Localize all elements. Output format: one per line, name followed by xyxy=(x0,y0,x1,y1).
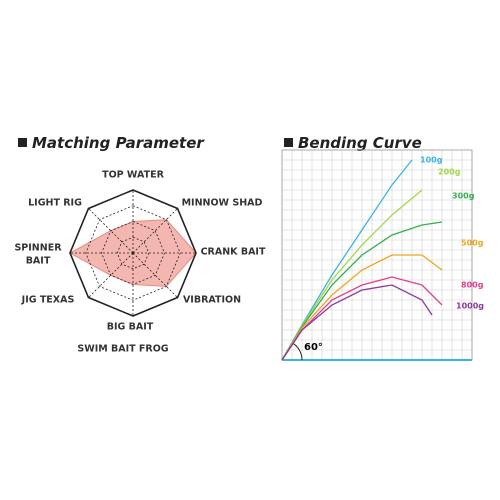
axis-label: JIG TEXAS xyxy=(21,295,75,306)
radar-ring xyxy=(101,221,165,285)
legend-label: 500g xyxy=(461,239,484,248)
legend-label: 200g xyxy=(438,168,461,177)
radar-axis xyxy=(88,208,134,254)
curve-title: Bending Curve xyxy=(298,134,422,152)
radar-axis xyxy=(132,208,178,254)
radar-axis xyxy=(88,252,134,298)
bend-curve xyxy=(281,254,443,361)
axis-label: LIGHT RIG xyxy=(28,198,82,209)
angle-arc xyxy=(291,342,303,361)
axis-label: VIBRATION xyxy=(183,295,241,306)
axis-label: SPINNER xyxy=(14,243,62,254)
annotation: 60° xyxy=(304,342,323,353)
legend-label: 100g xyxy=(420,156,443,165)
radar-ring xyxy=(85,205,181,301)
radar-axis xyxy=(132,252,178,298)
axis-label: CRANK BAIT xyxy=(201,247,266,258)
axis-label: BIG BAIT xyxy=(107,322,154,333)
plot-frame xyxy=(281,149,473,361)
legend-label: 800g xyxy=(461,281,484,290)
bend-curve xyxy=(281,284,433,361)
axis-label: SWIM BAIT FROG xyxy=(77,344,168,355)
axis-label: TOP WATER xyxy=(102,170,164,181)
bend-curve xyxy=(281,221,443,361)
title-square xyxy=(284,138,293,147)
radar-ring xyxy=(69,189,197,317)
legend-label: 1000g xyxy=(456,302,484,311)
radar-ring xyxy=(116,236,150,270)
axis-label: MINNOW SHAD xyxy=(182,198,263,209)
legend-label: 300g xyxy=(452,192,475,201)
axis-label: BAIT xyxy=(26,256,51,267)
radar-title: Matching Parameter xyxy=(32,134,205,152)
title-square xyxy=(18,138,27,147)
